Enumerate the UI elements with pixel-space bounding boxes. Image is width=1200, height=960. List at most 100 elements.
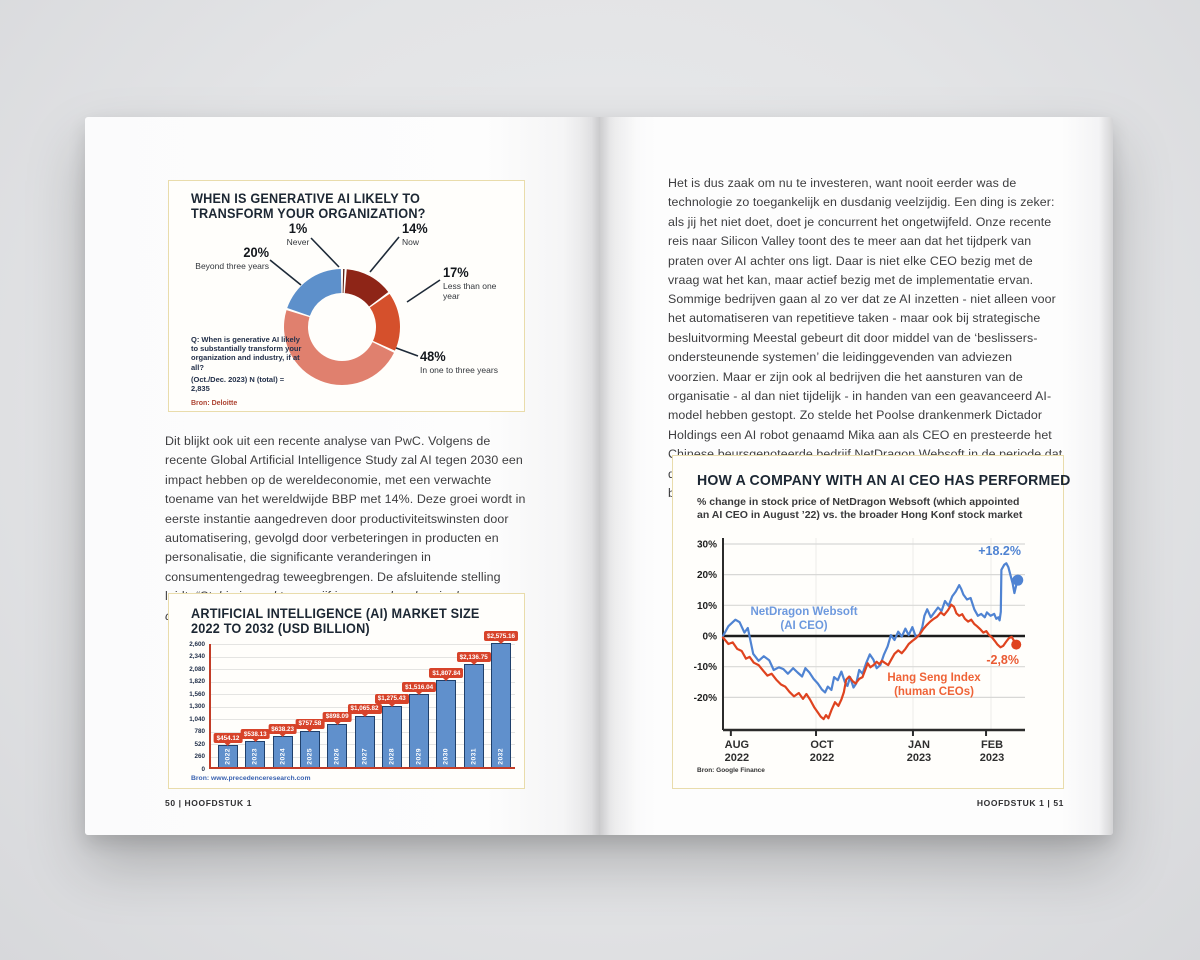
bar-year-label: 2028: [388, 748, 396, 765]
donut-source: Bron: Deloitte: [191, 400, 238, 408]
bar-year-label: 2032: [497, 748, 505, 765]
bar-ytick-label: 780: [194, 728, 205, 735]
bar-year-label: 2023: [251, 748, 259, 765]
line-source: Bron: Google Finance: [697, 767, 765, 774]
donut-title-line1: WHEN IS GENERATIVE AI LIKELY TO: [191, 191, 421, 206]
bar-title-line1: ARTIFICIAL INTELLIGENCE (AI) MARKET SIZE: [191, 606, 480, 621]
bar-value-callout: $1,275.43: [374, 693, 409, 704]
bar-year-label: 2030: [442, 748, 450, 765]
left-page-footer: 50 | HOOFDSTUK 1: [165, 798, 253, 808]
bar-year-label: 2027: [361, 748, 368, 765]
line-chart-box: HOW A COMPANY WITH AN AI CEO HAS PERFORM…: [672, 455, 1070, 789]
line-end-dot-netdragon: [1012, 574, 1024, 586]
blue-series-label-line1: NetDragon Websoft: [750, 606, 858, 618]
donut-label-never: 1% Never: [274, 221, 322, 247]
donut-sub-never: Never: [286, 237, 310, 247]
bar-ytick-label: 2,600: [189, 640, 205, 648]
bar-title-line2: 2022 TO 2032 (USD BILLION): [191, 621, 370, 636]
bar-year-label: 2024: [279, 748, 287, 765]
bar-ytick-label: 1,040: [189, 715, 205, 723]
page-right: Het is dus zaak om nu te investeren, wan…: [600, 117, 1113, 835]
donut-segment-now: [344, 269, 389, 307]
bar-ytick-label: 0: [201, 765, 205, 773]
svg-text:20%: 20%: [697, 570, 717, 581]
svg-text:2022: 2022: [810, 752, 834, 764]
donut-sub-less: Less than one year: [443, 281, 497, 301]
bar-value-callout: $1,516.04: [402, 682, 437, 693]
bar-2029: 2029: [409, 694, 430, 767]
bar-2028: 2028: [381, 705, 402, 767]
bar-value-callout: $898.09: [322, 711, 352, 722]
bar-year-label: 2031: [470, 748, 478, 765]
bar-value-callout: $1,065.82: [347, 703, 382, 714]
right-paragraph-1: Het is dus zaak om nu te investeren, wan…: [668, 176, 1055, 288]
bar-year-label: 2022: [224, 748, 232, 765]
bar-value-callout: $2,136.75: [456, 652, 491, 663]
bar-year-label: 2029: [415, 748, 423, 765]
bar-ytick-label: 2,340: [189, 653, 205, 660]
svg-text:2023: 2023: [907, 752, 931, 764]
red-series-label: Hang Seng Index (human CEOs): [863, 671, 1005, 699]
donut-label-less-than-one-year: 17% Less than one year: [443, 265, 505, 301]
bar-value-callout: $638.23: [268, 724, 297, 735]
bar-gridline: [211, 694, 515, 695]
donut-title-line2: TRANSFORM YOUR ORGANIZATION?: [191, 206, 426, 221]
bar-chart-box: ARTIFICIAL INTELLIGENCE (AI) MARKET SIZE…: [168, 593, 525, 789]
red-series-label-line2: (human CEOs): [894, 686, 974, 698]
donut-segment-less-than-one-year: [369, 293, 400, 351]
blue-end-label: +18.2%: [978, 544, 1021, 558]
callout-line-never: [310, 237, 340, 268]
donut-chart-box: WHEN IS GENERATIVE AI LIKELY TO TRANSFOR…: [168, 180, 525, 412]
svg-text:JAN: JAN: [908, 739, 930, 751]
bar-value-callout: $454.12: [213, 733, 243, 744]
bar-2025: 2025: [299, 730, 320, 767]
donut-question-block: Q: When is generative AI likely to subst…: [191, 335, 303, 408]
right-page-footer: HOOFDSTUK 1 | 51: [976, 798, 1064, 808]
donut-label-beyond-three-years: 20% Beyond three years: [187, 245, 269, 271]
bar-value-callout: $757.58: [295, 718, 325, 729]
bar-ytick-label: 260: [194, 753, 205, 760]
bar-gridline: [211, 681, 515, 683]
left-body-text: Dit blijkt ook uit een recente analyse v…: [165, 434, 526, 603]
donut-pct-beyond: 20%: [243, 245, 269, 260]
bar-2030: 2030: [436, 680, 457, 767]
bar-value-callout: $538.13: [240, 729, 270, 740]
line-series-netdragon: [721, 562, 1019, 694]
donut-chart: [269, 236, 441, 386]
bar-2032: 2032: [491, 643, 511, 767]
svg-text:30%: 30%: [697, 539, 717, 550]
svg-text:-20%: -20%: [694, 693, 717, 704]
bar-x-axis: [209, 767, 515, 769]
donut-note: (Oct./Dec. 2023) N (total) = 2,835: [191, 374, 285, 394]
donut-sub-now: Now: [402, 237, 420, 247]
bar-plot: 2,600 2,340 2,080 1,820 1,560 1,300 1,040 780 52…: [169, 594, 524, 788]
donut-pct-less: 17%: [443, 265, 469, 280]
bar-year-label: 2026: [333, 748, 341, 765]
red-series-label-line1: Hang Seng Index: [887, 672, 981, 684]
svg-text:10%: 10%: [697, 601, 717, 612]
bar-gridline: [211, 656, 515, 658]
donut-sub-inone: In one to three years: [420, 365, 498, 375]
bar-2024: 2024: [272, 736, 293, 767]
line-title: HOW A COMPANY WITH AN AI CEO HAS PERFORM…: [697, 472, 1071, 489]
bar-value-callout: $1,807.84: [429, 668, 464, 679]
line-chart: 30%20%10%0%-10%-20%AUG2022OCT2022JAN2023…: [694, 538, 1025, 764]
line-subtitle: % change in stock price of NetDragon Web…: [697, 496, 1023, 521]
book-spread: WHEN IS GENERATIVE AI LIKELY TO TRANSFOR…: [85, 117, 1113, 835]
donut-label-now: 14% Now: [402, 221, 462, 247]
donut-pct-never: 1%: [288, 221, 308, 236]
donut-segment-never: [342, 269, 345, 294]
bar-2027: 2027: [354, 715, 375, 767]
bar-ytick-label: 2,080: [189, 665, 205, 673]
callout-line-less: [406, 279, 441, 303]
callout-line-beyond: [269, 259, 302, 286]
donut-pct-now: 14%: [402, 221, 428, 236]
donut-pct-inone: 48%: [420, 349, 446, 364]
bar-ytick-label: 1,560: [189, 690, 205, 698]
blue-series-label-line2: (AI CEO): [780, 620, 828, 632]
donut-segment-in-one-to-three-years: [284, 310, 394, 386]
line-end-dot-hangseng: [1011, 639, 1022, 650]
bar-value-callout: $2,575.16: [483, 631, 519, 642]
svg-text:2022: 2022: [725, 752, 749, 764]
red-end-label: -2,8%: [986, 653, 1019, 667]
